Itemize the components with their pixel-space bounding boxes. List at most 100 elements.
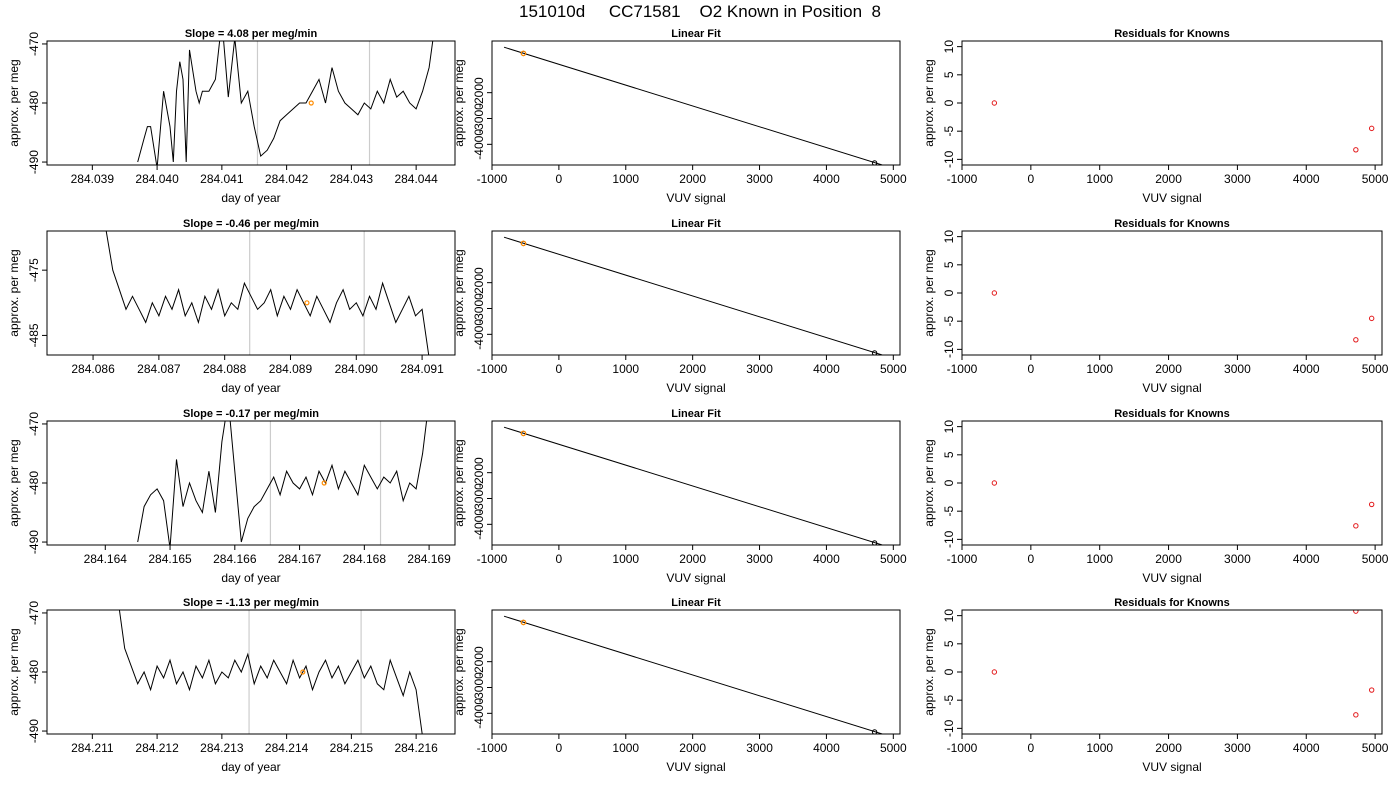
plot-area: [118, 610, 423, 734]
x-tick-label: 284.165: [148, 552, 192, 566]
x-tick-label: 0: [1028, 552, 1035, 566]
y-tick-label: -5: [942, 506, 956, 517]
x-tick-label: 284.216: [394, 741, 438, 755]
x-tick-label: 4000: [1293, 741, 1320, 755]
x-tick-label: 3000: [746, 552, 773, 566]
plot-area: [991, 480, 1375, 529]
data-point: [871, 729, 878, 734]
chart-panel-3: 284.086 284.087 284.088 284.089 284.090 284.0…: [7, 218, 456, 395]
x-tick-label: 284.211: [71, 741, 114, 755]
plot-frame: [961, 609, 1383, 735]
plot-area: [503, 46, 892, 170]
chart-panel-11: -1000 0 1000 2000 3000 4000 5000 10 5 0 -5 -10 Resid…: [922, 597, 1389, 774]
x-tick-label: 3000: [1224, 172, 1251, 186]
data-point: [888, 166, 892, 170]
x-axis-label: VUV signal: [1142, 571, 1201, 585]
x-tick-label: 284.167: [278, 552, 322, 566]
y-tick-label: 5: [942, 71, 956, 78]
x-tick-label: 1000: [1086, 172, 1113, 186]
panel-title: Residuals for Knowns: [1114, 408, 1230, 420]
x-axis-label: day of year: [221, 191, 280, 205]
y-tick-label: -4000: [472, 319, 486, 350]
data-point: [1353, 523, 1359, 529]
plot-area: [137, 421, 428, 545]
y-tick-label: 0: [942, 479, 956, 486]
plot-frame: [961, 420, 1383, 546]
y-axis-label: approx. per meg: [7, 59, 21, 146]
plot-frame: [961, 40, 1383, 166]
x-tick-label: 1000: [612, 362, 639, 376]
y-tick-label: 10: [942, 609, 956, 623]
y-tick-label: -2000: [472, 77, 486, 108]
data-point: [888, 735, 892, 739]
y-tick-label: -470: [27, 601, 41, 625]
y-tick-label: -4000: [472, 509, 486, 540]
x-tick-label: 5000: [880, 362, 907, 376]
y-axis-label: approx. per meg: [7, 628, 21, 715]
marker-point: [300, 669, 306, 675]
plot-area: [137, 41, 434, 165]
y-tick-label: -490: [27, 150, 41, 174]
x-tick-label: 2000: [1155, 362, 1182, 376]
y-tick-label: 5: [942, 640, 956, 647]
data-point: [1368, 315, 1375, 322]
x-tick-label: 0: [556, 741, 563, 755]
panel-title: Slope = -0.46 per meg/min: [183, 218, 319, 230]
chart-panel-2: -1000 0 1000 2000 3000 4000 5000 10 5 0 -5 -10 Resid…: [922, 28, 1389, 205]
y-tick-label: -10: [942, 719, 956, 737]
series-line: [137, 41, 434, 165]
x-tick-label: 284.166: [213, 552, 257, 566]
panel-title: Residuals for Knowns: [1114, 28, 1230, 40]
highlight-point: [520, 619, 527, 626]
x-tick-label: 284.168: [343, 552, 387, 566]
x-tick-label: 5000: [880, 172, 907, 186]
y-tick-label: -485: [27, 323, 41, 347]
x-axis-label: VUV signal: [666, 381, 725, 395]
chart-panel-4: -1000 0 1000 2000 3000 4000 5000 -2000-3000-400…: [452, 218, 907, 395]
y-axis-label: approx. per meg: [922, 628, 936, 715]
series-line: [118, 610, 423, 734]
y-tick-label: -5: [942, 126, 956, 137]
x-tick-label: 284.088: [203, 362, 247, 376]
x-tick-label: 284.039: [71, 172, 115, 186]
panel-title: Slope = 4.08 per meg/min: [185, 28, 318, 40]
plot-frame: [961, 230, 1383, 356]
x-tick-label: 4000: [1293, 362, 1320, 376]
fit-line: [503, 426, 885, 545]
data-point: [888, 356, 892, 360]
plot-frame: [46, 420, 456, 546]
y-tick-label: -4000: [472, 129, 486, 160]
x-tick-label: 5000: [1362, 362, 1389, 376]
y-tick-label: -3000: [472, 672, 486, 703]
x-tick-label: 284.044: [394, 172, 438, 186]
plot-area: [105, 231, 430, 355]
chart-panel-8: -1000 0 1000 2000 3000 4000 5000 10 5 0 -5 -10 Resid…: [922, 408, 1389, 585]
x-tick-label: 2000: [679, 362, 706, 376]
x-tick-label: 5000: [880, 741, 907, 755]
chart-panel-10: -1000 0 1000 2000 3000 4000 5000 -2000-3000-400…: [452, 597, 907, 774]
x-axis-label: VUV signal: [1142, 191, 1201, 205]
plot-area: [503, 426, 885, 545]
x-axis-label: day of year: [221, 381, 280, 395]
y-tick-label: -2000: [472, 457, 486, 488]
x-tick-label: 3000: [1224, 741, 1251, 755]
y-tick-label: 0: [942, 289, 956, 296]
x-axis-label: VUV signal: [1142, 760, 1201, 774]
highlight-point: [520, 50, 527, 57]
data-point: [1368, 687, 1375, 693]
y-tick-label: 10: [942, 40, 956, 54]
x-tick-label: -1000: [477, 172, 508, 186]
y-tick-label: 10: [942, 230, 956, 244]
x-tick-label: 1000: [612, 552, 639, 566]
y-tick-label: -490: [27, 530, 41, 554]
panel-title: Residuals for Knowns: [1114, 218, 1230, 230]
x-tick-label: 2000: [679, 172, 706, 186]
plot-frame: [491, 420, 901, 546]
x-tick-label: -1000: [477, 741, 508, 755]
panel-title: Residuals for Knowns: [1114, 597, 1230, 609]
data-point: [1353, 712, 1359, 718]
x-axis-label: day of year: [221, 571, 280, 585]
y-tick-label: -3000: [472, 293, 486, 324]
x-tick-label: 0: [556, 362, 563, 376]
data-point: [1353, 147, 1359, 153]
